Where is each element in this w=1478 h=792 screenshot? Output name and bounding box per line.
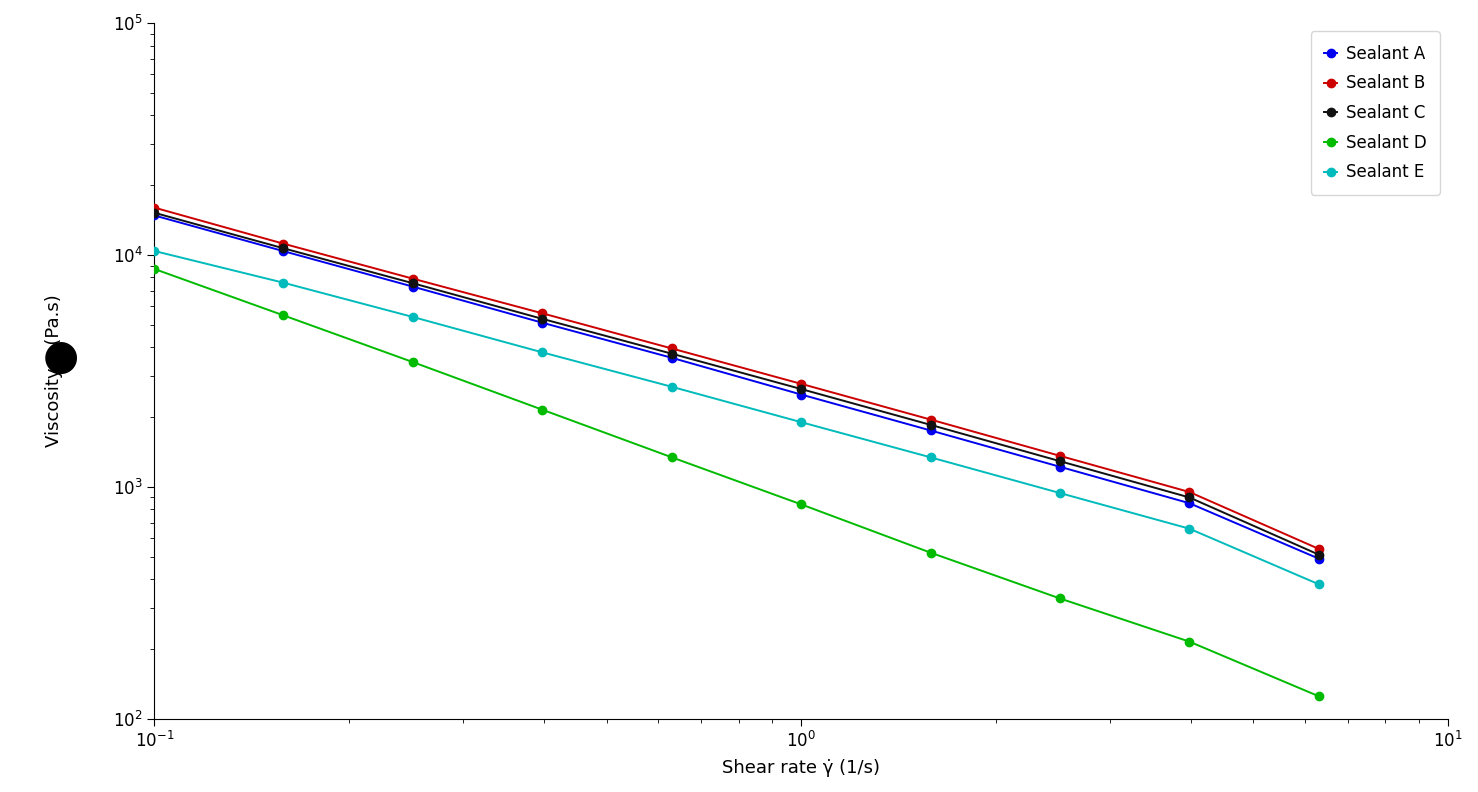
- Sealant E: [922, 452, 940, 462]
- Sealant C: [273, 243, 291, 253]
- Sealant E: [1181, 524, 1199, 534]
- Sealant E: [792, 417, 810, 427]
- Sealant E: [145, 246, 163, 256]
- Sealant A: [922, 426, 940, 436]
- Sealant D: [1051, 594, 1069, 604]
- Sealant A: [145, 211, 163, 220]
- Sealant C: [403, 279, 421, 288]
- Sealant E: [403, 312, 421, 322]
- Sealant A: [1051, 462, 1069, 471]
- Sealant A: [403, 282, 421, 291]
- Sealant B: [273, 238, 291, 248]
- Line: Sealant A: Sealant A: [151, 211, 1323, 563]
- Sealant E: [534, 348, 551, 357]
- Sealant B: [1051, 451, 1069, 461]
- Sealant B: [1310, 544, 1327, 554]
- Sealant A: [1181, 498, 1199, 508]
- Sealant C: [664, 349, 681, 359]
- Sealant B: [145, 203, 163, 212]
- Sealant B: [792, 379, 810, 389]
- Sealant D: [1310, 691, 1327, 701]
- Sealant B: [534, 309, 551, 318]
- Sealant C: [922, 420, 940, 429]
- Sealant C: [1310, 550, 1327, 559]
- Sealant A: [792, 390, 810, 399]
- Sealant D: [1181, 637, 1199, 646]
- Sealant C: [792, 384, 810, 394]
- Sealant E: [1051, 489, 1069, 498]
- Sealant A: [664, 353, 681, 363]
- Sealant B: [922, 415, 940, 425]
- Text: ●: ●: [43, 336, 80, 378]
- Sealant D: [403, 357, 421, 367]
- X-axis label: Shear rate γ̇ (1/s): Shear rate γ̇ (1/s): [723, 759, 881, 777]
- Line: Sealant E: Sealant E: [151, 247, 1323, 588]
- Sealant D: [792, 500, 810, 509]
- Line: Sealant B: Sealant B: [151, 204, 1323, 553]
- Sealant C: [1181, 493, 1199, 502]
- Sealant A: [1310, 554, 1327, 563]
- Sealant C: [145, 208, 163, 218]
- Y-axis label: Viscosity η (Pa.s): Viscosity η (Pa.s): [44, 295, 62, 447]
- Sealant C: [1051, 456, 1069, 466]
- Sealant A: [273, 246, 291, 256]
- Sealant D: [273, 310, 291, 320]
- Sealant D: [922, 548, 940, 558]
- Sealant C: [534, 314, 551, 324]
- Line: Sealant D: Sealant D: [151, 265, 1323, 700]
- Sealant E: [664, 382, 681, 391]
- Sealant A: [534, 318, 551, 328]
- Sealant B: [403, 274, 421, 284]
- Sealant E: [273, 278, 291, 287]
- Sealant B: [664, 344, 681, 353]
- Line: Sealant C: Sealant C: [151, 208, 1323, 559]
- Sealant D: [664, 452, 681, 462]
- Sealant D: [145, 265, 163, 274]
- Sealant B: [1181, 487, 1199, 497]
- Sealant E: [1310, 580, 1327, 589]
- Sealant D: [534, 405, 551, 414]
- Legend: Sealant A, Sealant B, Sealant C, Sealant D, Sealant E: Sealant A, Sealant B, Sealant C, Sealant…: [1311, 32, 1440, 195]
